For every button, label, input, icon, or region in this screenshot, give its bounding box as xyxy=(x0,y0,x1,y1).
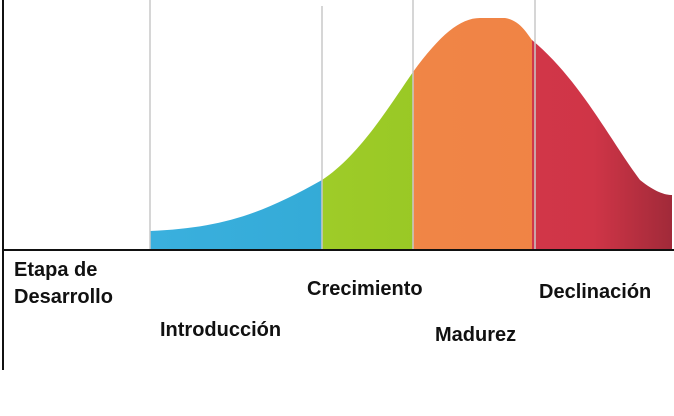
stage-label: Crecimiento xyxy=(307,278,423,300)
stage-label: Etapa de Desarrollo xyxy=(14,259,113,308)
stage-label: Madurez xyxy=(435,324,516,346)
curve-areas xyxy=(150,18,672,250)
dividers xyxy=(149,0,536,250)
stage-label-box: Etapa de Desarrollo xyxy=(14,259,113,308)
stage-label: Declinación xyxy=(539,281,651,303)
stage-label: Introducción xyxy=(160,319,281,341)
